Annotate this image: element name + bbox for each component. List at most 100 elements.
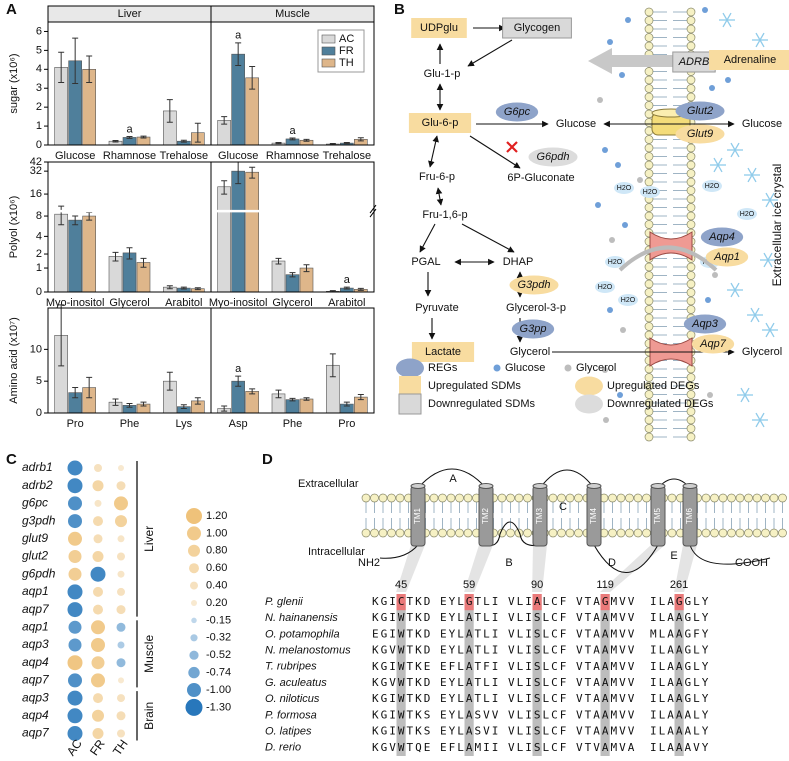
facet-label: Liver xyxy=(118,8,142,20)
water-droplet xyxy=(640,186,660,198)
region-label: Intracellular xyxy=(308,546,365,558)
loop xyxy=(593,544,659,573)
error-bar xyxy=(58,51,65,84)
lipid-head xyxy=(735,528,745,538)
error-bar xyxy=(194,287,201,291)
sequence: KGVWTKD xyxy=(372,676,432,689)
species-label: P. formosa xyxy=(265,709,317,721)
glycerol-dot xyxy=(707,392,713,398)
node-label: Glut2 xyxy=(687,105,713,117)
sequence: VTAAMVV xyxy=(576,644,636,657)
gene-label: aqp3 xyxy=(22,637,49,651)
ice-crystal xyxy=(740,387,750,403)
dot xyxy=(68,550,82,563)
error-bar xyxy=(289,272,296,278)
significance-label: a xyxy=(344,274,351,286)
lipid-head xyxy=(574,493,583,503)
lipid-head xyxy=(616,493,626,503)
sequence: EFLATFI xyxy=(440,660,500,673)
glycerol-dot xyxy=(609,237,615,243)
conserved-column xyxy=(600,594,610,756)
node-label: Glycogen xyxy=(514,22,560,34)
dot xyxy=(67,726,83,741)
loop-label: C xyxy=(559,501,567,513)
lipid-head xyxy=(686,364,696,374)
lipid-head xyxy=(686,7,696,17)
node-shape xyxy=(509,275,559,295)
species-label: D. rerio xyxy=(265,742,301,754)
error-bar xyxy=(86,376,93,399)
panel-label: A xyxy=(6,1,17,18)
lipid-head xyxy=(686,398,696,408)
legend-key xyxy=(575,394,603,414)
terminus-label: NH2 xyxy=(358,557,380,569)
water-label: H2O xyxy=(608,259,623,266)
conserved-column xyxy=(464,594,474,756)
dot xyxy=(94,464,102,472)
error-bar xyxy=(275,389,282,399)
lipid-head xyxy=(523,493,532,503)
node-shape xyxy=(700,227,744,247)
helix-label: TM2 xyxy=(481,507,490,524)
error-bar xyxy=(140,135,147,139)
error-bar xyxy=(357,137,364,142)
y-axis-label: sugar (x10⁶) xyxy=(8,53,20,113)
lipid-head xyxy=(752,493,762,503)
node-label: UDPglu xyxy=(420,22,458,34)
glycerol-dot xyxy=(602,367,608,373)
bar xyxy=(245,391,259,414)
lipid-head xyxy=(633,528,643,538)
dot xyxy=(93,693,103,704)
legend-key xyxy=(398,393,422,415)
projection xyxy=(600,545,665,592)
legend-dot xyxy=(189,650,199,660)
sequence: ILAGGLY xyxy=(650,595,710,608)
lipid-head xyxy=(644,407,654,416)
error-bar xyxy=(112,398,119,406)
helix-top xyxy=(532,483,548,489)
node-label: G3pp xyxy=(520,323,547,335)
error-bar xyxy=(72,37,79,84)
bar xyxy=(285,399,300,414)
dot xyxy=(116,481,126,491)
sequence: EYLATLI xyxy=(440,611,500,624)
x-tick-label: Pro xyxy=(338,418,355,430)
sequence: ILAAGLY xyxy=(650,644,710,657)
dot xyxy=(67,584,83,600)
sequence: EYLATLI xyxy=(440,692,500,705)
group-label: Liver xyxy=(142,526,156,552)
sequence: ILAAALY xyxy=(650,725,710,738)
side-label: Extracellular ice crystal xyxy=(770,164,784,287)
dot xyxy=(68,514,82,529)
lipid-head xyxy=(514,493,524,503)
legend-label: 1.20 xyxy=(206,510,227,522)
sequence: ILAAALY xyxy=(650,708,710,721)
bar xyxy=(108,256,123,293)
legend-label: -1.00 xyxy=(206,684,231,696)
error-bar xyxy=(303,138,310,142)
lipid-head xyxy=(644,67,654,76)
node-label: Glut9 xyxy=(687,128,713,140)
gene-label: aqp7 xyxy=(22,726,50,740)
lipid-head xyxy=(752,528,762,538)
lipid-head xyxy=(625,528,634,538)
lipid-head xyxy=(667,493,677,503)
lipid-head xyxy=(548,493,558,503)
glucose-dot xyxy=(595,202,601,208)
x-tick-label: Myo-inositol xyxy=(209,297,268,309)
legend-dot xyxy=(186,508,202,524)
arrow xyxy=(469,135,521,169)
terminus-label: COOH xyxy=(735,557,768,569)
gene-label: aqp3 xyxy=(22,690,49,704)
gene-label: aqp1 xyxy=(22,619,49,633)
lipid-head xyxy=(557,528,566,538)
sequence: KGVWTQE xyxy=(372,741,432,754)
c-terminus-chain xyxy=(689,544,771,565)
group-label: Brain xyxy=(142,702,156,730)
legend-label: -0.15 xyxy=(206,614,231,626)
sequence: ILAAGLY xyxy=(650,676,710,689)
ice-crystal xyxy=(765,192,775,208)
lipid-head xyxy=(778,493,787,503)
y-tick-label: 1 xyxy=(36,120,42,132)
species-label: N. melanostomus xyxy=(265,645,351,657)
